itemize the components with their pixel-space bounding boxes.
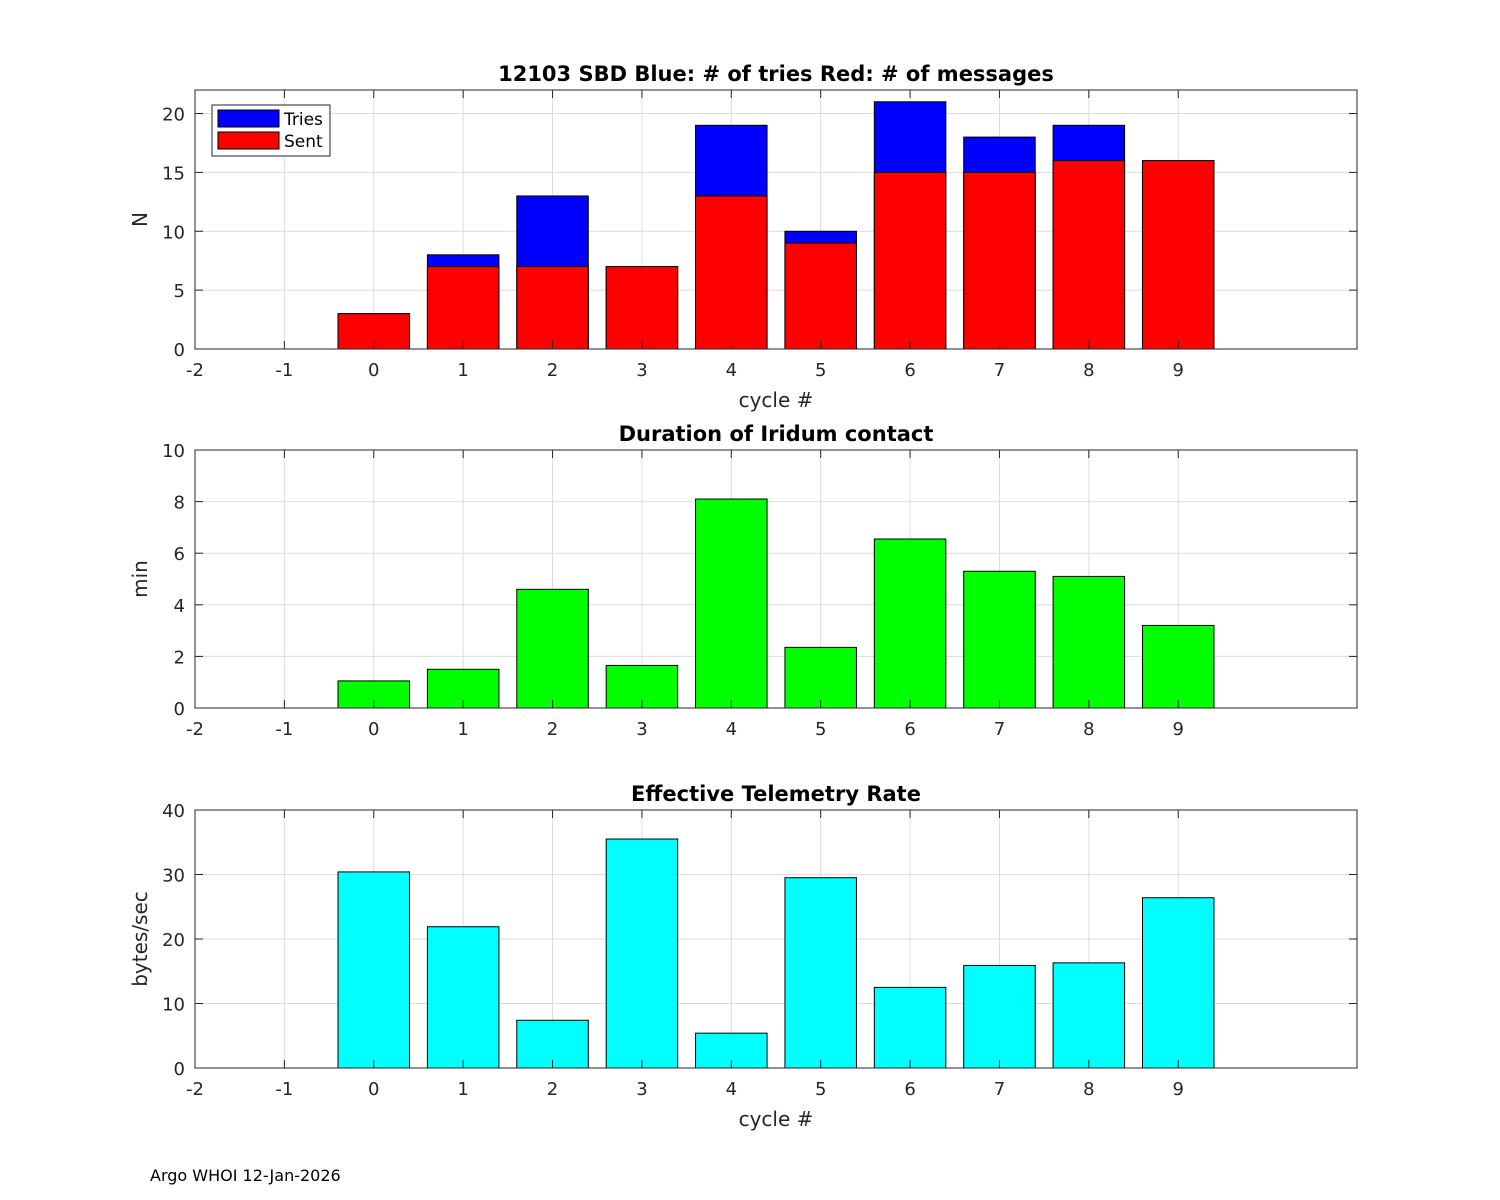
x-tick-label: 0 [368,1079,379,1100]
x-tick-label: -2 [186,1079,204,1100]
x-tick-label: 8 [1083,719,1094,740]
chart-title: 12103 SBD Blue: # of tries Red: # of mes… [498,62,1054,86]
x-tick-label: 2 [547,360,558,381]
x-tick-label: 4 [726,1079,737,1100]
y-tick-label: 30 [162,866,185,887]
x-axis-label: cycle # [739,388,814,412]
x-tick-label: -2 [186,719,204,740]
bar-sent-cycle-3 [605,266,679,350]
bar-duration-cycle-7 [963,570,1036,709]
x-tick-label: 8 [1083,360,1094,381]
bar-rate-cycle-1 [426,926,500,1069]
x-axis-label: cycle # [739,1107,814,1131]
x-tick-label: 2 [547,719,558,740]
bar-sent-cycle-9 [1141,160,1215,350]
bar-duration-cycle-3 [605,664,679,709]
bar-rate-cycle-3 [605,838,679,1069]
chart-panel-3: -2 -1 0 1 2 3 4 5 6 7 8 9 0 10 20 30 40 Effective Telemet… [128,782,1358,1131]
bar-rate-cycle-5 [784,877,857,1069]
x-tick-label: 8 [1083,1079,1094,1100]
y-tick-label: 10 [162,995,185,1016]
x-tick-label: 2 [547,1079,558,1100]
chart-panel-2: -2 -1 0 1 2 3 4 5 6 7 8 9 0 2 4 6 8 10 Duration of Iridum … [128,422,1358,740]
axes-box [194,89,1358,350]
x-tick-label: -1 [275,360,293,381]
bar-duration-cycle-6 [873,538,947,709]
x-tick-label: -1 [275,1079,293,1100]
y-tick-label: 20 [162,105,185,126]
x-tick-label: 5 [815,1079,826,1100]
x-tick-label: -1 [275,719,293,740]
bar-sent-cycle-7 [963,171,1036,350]
bar-rate-cycle-6 [873,986,947,1069]
x-tick-label: 4 [726,360,737,381]
y-tick-label: 5 [174,281,185,302]
x-tick-label: 7 [994,719,1005,740]
bar-sent-cycle-8 [1052,160,1126,350]
x-tick-label: -2 [186,360,204,381]
y-tick-label: 6 [174,544,185,565]
x-tick-label: 6 [904,1079,915,1100]
x-tick-label: 1 [457,1079,468,1100]
x-tick-label: 4 [726,719,737,740]
y-tick-label: 20 [162,930,185,951]
y-axis-label: min [128,560,152,598]
x-tick-label: 9 [1173,719,1184,740]
x-tick-label: 5 [815,719,826,740]
x-tick-label: 7 [994,360,1005,381]
x-tick-label: 3 [636,719,647,740]
bar-rate-cycle-9 [1141,897,1215,1069]
x-tick-label: 0 [368,719,379,740]
bar-duration-cycle-4 [695,498,768,709]
y-tick-label: 0 [174,340,185,361]
x-tick-label: 5 [815,360,826,381]
y-tick-label: 15 [162,163,185,184]
x-tick-label: 6 [904,360,915,381]
footer-text: Argo WHOI 12-Jan-2026 [150,1166,341,1185]
bar-duration-cycle-5 [784,646,857,709]
bar-rate-cycle-8 [1052,962,1126,1069]
x-tick-label: 3 [636,360,647,381]
x-tick-label: 3 [636,1079,647,1100]
x-tick-label: 6 [904,719,915,740]
bar-duration-cycle-2 [516,588,589,709]
bar-sent-cycle-5 [784,242,857,350]
y-tick-label: 2 [174,647,185,668]
bar-duration-cycle-8 [1052,575,1126,709]
legend-swatch-sent [217,131,280,150]
legend-swatch-tries [217,109,280,128]
x-tick-label: 9 [1173,1079,1184,1100]
chart-title: Duration of Iridum contact [619,422,934,446]
legend-label-tries: Tries [283,110,323,130]
y-axis-label: N [128,212,152,227]
x-tick-label: 9 [1173,360,1184,381]
y-tick-label: 10 [162,441,185,462]
x-tick-label: 1 [457,719,468,740]
y-tick-label: 8 [174,493,185,514]
bar-sent-cycle-6 [873,171,947,350]
x-tick-label: 0 [368,360,379,381]
bar-rate-cycle-7 [963,964,1036,1069]
bar-duration-cycle-9 [1141,624,1215,709]
chart-title: Effective Telemetry Rate [631,782,921,806]
y-tick-label: 0 [174,1059,185,1080]
y-tick-label: 0 [174,699,185,720]
bar-sent-cycle-1 [426,266,500,350]
legend-label-sent: Sent [284,132,323,152]
x-tick-label: 7 [994,1079,1005,1100]
y-tick-label: 10 [162,222,185,243]
bar-sent-cycle-4 [695,195,768,350]
x-tick-label: 1 [457,360,468,381]
chart-panel-1: -2 -1 0 1 2 3 4 5 6 7 8 9 0 5 10 15 20 12103 SBD Blue: # … [128,62,1358,412]
y-axis-label: bytes/sec [128,891,152,987]
y-tick-label: 40 [162,801,185,822]
y-tick-label: 4 [174,596,185,617]
bar-sent-cycle-2 [516,266,589,350]
bar-rate-cycle-0 [337,871,411,1069]
axes-box [194,449,1358,709]
